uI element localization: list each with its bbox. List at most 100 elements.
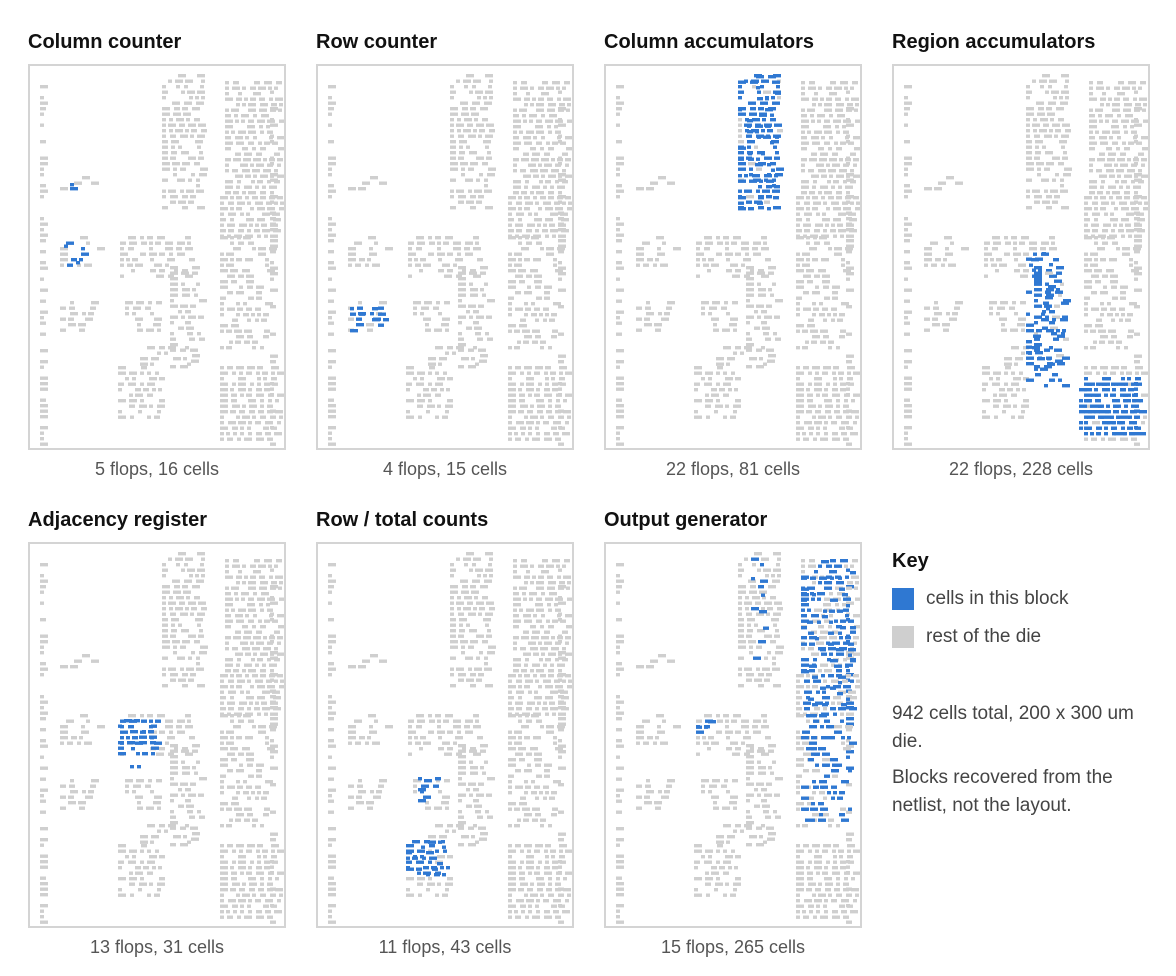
- die-cell: [1102, 92, 1106, 96]
- die-cell: [230, 388, 234, 392]
- die-cell: [167, 736, 175, 740]
- block-cell: [749, 173, 753, 177]
- die-cell: [838, 185, 842, 189]
- die-cell: [40, 645, 44, 649]
- die-cell: [241, 597, 245, 601]
- die-cell: [246, 752, 254, 756]
- die-cell: [245, 258, 253, 262]
- block-cell: [817, 592, 825, 596]
- die-cell: [243, 158, 251, 162]
- die-cell: [982, 399, 990, 403]
- die-cell: [234, 592, 238, 596]
- die-cell: [992, 247, 998, 251]
- die-cell: [616, 893, 624, 897]
- die-cell: [513, 614, 519, 618]
- block-cell: [1053, 258, 1059, 262]
- die-cell: [226, 346, 232, 350]
- die-cell: [97, 725, 105, 729]
- block-cell: [131, 747, 135, 751]
- die-cell: [40, 673, 44, 677]
- die-cell: [1089, 136, 1095, 140]
- die-cell: [568, 201, 572, 205]
- die-cell: [220, 296, 226, 300]
- die-cell: [524, 736, 530, 740]
- die-cell: [848, 382, 854, 386]
- die-cell: [514, 432, 518, 436]
- die-cell: [225, 114, 231, 118]
- die-cell: [468, 645, 474, 649]
- die-cell: [270, 865, 274, 869]
- die-cell: [1089, 92, 1093, 96]
- block-cell: [822, 785, 828, 789]
- die-cell: [834, 141, 838, 145]
- die-cell: [702, 736, 706, 740]
- die-cell: [1004, 252, 1010, 256]
- block-cell: [1094, 410, 1100, 414]
- die-cell: [277, 393, 284, 397]
- die-cell: [819, 791, 825, 795]
- die-cell: [265, 432, 271, 436]
- die-cell: [666, 306, 672, 310]
- die-cell: [938, 181, 946, 185]
- die-cell: [257, 234, 261, 238]
- die-cell: [84, 263, 92, 267]
- die-cell: [796, 382, 804, 386]
- die-cell: [252, 415, 256, 419]
- block-cell: [1047, 362, 1053, 366]
- die-cell: [544, 915, 552, 919]
- block-cell: [1044, 365, 1052, 369]
- die-cell: [60, 795, 66, 799]
- die-cell: [1034, 134, 1040, 138]
- die-cell: [801, 180, 809, 184]
- die-cell: [558, 266, 566, 270]
- block-cell: [1124, 415, 1130, 419]
- die-cell: [820, 437, 828, 441]
- die-cell: [236, 663, 240, 667]
- die-cell: [744, 601, 752, 605]
- block-cell: [1110, 393, 1116, 397]
- die-cell: [723, 346, 731, 350]
- die-cell: [530, 269, 538, 273]
- die-cell: [1101, 180, 1105, 184]
- die-cell: [553, 899, 561, 903]
- die-cell: [328, 426, 336, 430]
- block-cell: [378, 323, 384, 327]
- die-cell: [725, 247, 729, 251]
- die-cell: [466, 623, 470, 627]
- die-cell: [773, 684, 781, 688]
- die-cell: [1021, 404, 1029, 408]
- die-cell: [546, 888, 552, 892]
- die-cell: [417, 399, 425, 403]
- die-cell: [1131, 207, 1139, 211]
- die-cell: [1061, 74, 1069, 78]
- die-cell: [263, 426, 269, 430]
- die-cell: [548, 174, 556, 178]
- die-cell: [258, 730, 266, 734]
- die-cell: [133, 306, 141, 310]
- die-cell: [546, 410, 552, 414]
- die-cell: [521, 191, 527, 195]
- die-cell: [170, 782, 178, 786]
- die-cell: [485, 206, 493, 210]
- die-cell: [180, 843, 188, 847]
- block-cell: [845, 614, 849, 618]
- die-cell: [230, 888, 236, 892]
- die-cell: [513, 575, 521, 579]
- die-cell: [982, 366, 990, 370]
- die-cell: [845, 136, 849, 140]
- die-cell: [251, 313, 255, 317]
- block-cell: [770, 141, 774, 145]
- die-cell: [558, 601, 566, 605]
- die-cell: [1052, 123, 1060, 127]
- die-cell: [541, 174, 545, 178]
- die-cell: [244, 915, 252, 919]
- block-cell: [771, 168, 775, 172]
- die-cell: [348, 252, 356, 256]
- die-cell: [934, 301, 938, 305]
- die-cell: [801, 136, 807, 140]
- die-cell: [952, 312, 958, 316]
- die-cell: [843, 130, 849, 134]
- die-cell: [796, 207, 804, 211]
- die-cell: [616, 261, 622, 265]
- block-cell: [1042, 326, 1048, 330]
